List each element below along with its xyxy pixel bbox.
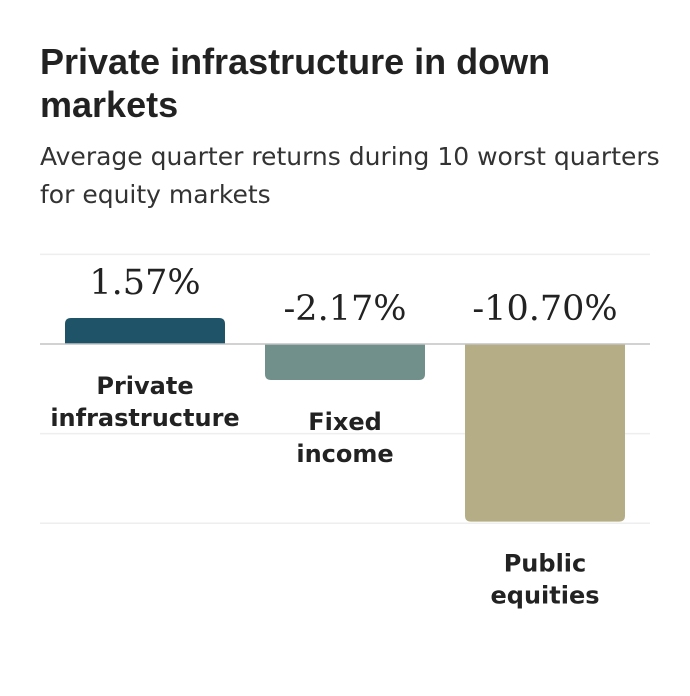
category-label: Fixed (308, 408, 382, 436)
category-labels: Private infrastructure Fixed income Public eq… (50, 372, 599, 610)
category-label: income (296, 440, 393, 468)
category-label: Public (504, 550, 587, 578)
category-label: equities (490, 582, 599, 610)
value-label: 1.57% (89, 263, 200, 303)
bars (65, 317, 625, 522)
value-labels: 1.57% -2.17% -10.70% (89, 263, 617, 329)
bar (265, 344, 425, 381)
category-label: infrastructure (50, 404, 239, 432)
chart-title: Private infrastructure in down markets (40, 41, 551, 125)
value-label: -10.70% (472, 289, 617, 329)
chart-subtitle: Average quarter returns during 10 worst … (40, 142, 660, 209)
value-label: -2.17% (283, 289, 406, 329)
category-label: Private (96, 372, 193, 400)
bar (65, 317, 225, 344)
bar (465, 344, 625, 522)
